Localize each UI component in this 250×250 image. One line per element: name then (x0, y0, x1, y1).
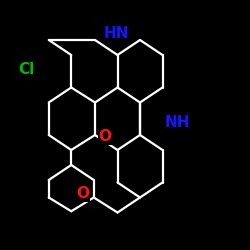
Text: HN: HN (104, 26, 129, 41)
Text: O: O (98, 129, 112, 144)
Text: O: O (76, 186, 89, 201)
Text: NH: NH (165, 115, 190, 130)
Text: Cl: Cl (18, 62, 34, 78)
